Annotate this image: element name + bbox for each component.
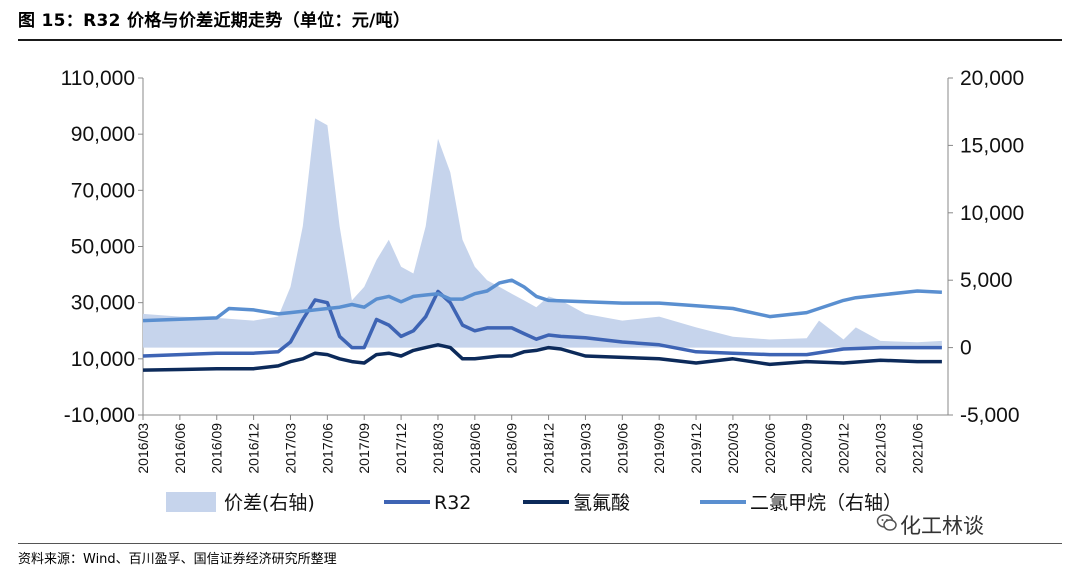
x-tick-label: 2017/03	[282, 423, 298, 474]
left-tick-label: 10,000	[71, 348, 135, 371]
x-tick-label: 2019/09	[651, 423, 667, 474]
x-tick-label: 2019/03	[577, 423, 593, 474]
legend: 价差(右轴) R32 氢氟酸 二氯甲烷（右轴）	[166, 492, 902, 514]
x-tick-label: 2016/03	[135, 423, 151, 474]
tick-label-layer: 110,000 90,000 70,000 50,000 30,000 10,000 -10…	[61, 67, 1025, 474]
footer-divider	[18, 543, 1062, 544]
x-tick-label: 2018/09	[504, 423, 520, 474]
spread-area-layer	[143, 118, 942, 348]
wechat-icon	[876, 514, 897, 531]
watermark: 化工林谈	[900, 514, 984, 538]
title-divider	[18, 39, 1062, 41]
x-tick-label: 2020/03	[725, 423, 741, 474]
chart-area: 110,000 90,000 70,000 50,000 30,000 10,000 -10…	[61, 67, 1025, 514]
left-tick-label: 110,000	[61, 67, 135, 90]
left-tick-label: -10,000	[64, 404, 135, 427]
x-tick-label: 2021/06	[909, 423, 925, 474]
x-tick-label: 2016/06	[172, 423, 188, 474]
x-tick-label: 2021/03	[872, 423, 888, 474]
x-tick-label: 2017/09	[356, 423, 372, 474]
x-tick-label: 2018/03	[430, 423, 446, 474]
right-tick-label: 15,000	[960, 134, 1024, 157]
left-tick-label: 90,000	[71, 123, 135, 146]
legend-label: 二氯甲烷（右轴）	[750, 492, 902, 514]
x-tick-label: 2016/12	[246, 423, 262, 474]
chart-title: 图 15：R32 价格与价差近期走势（单位：元/吨）	[18, 11, 411, 31]
x-tick-label: 2016/09	[209, 423, 225, 474]
legend-label: 氢氟酸	[573, 492, 630, 514]
right-tick-label: -5,000	[960, 404, 1020, 427]
x-tick-label: 2020/12	[836, 423, 852, 474]
x-tick-label: 2020/09	[799, 423, 815, 474]
x-tick-label: 2020/06	[762, 423, 778, 474]
x-tick-label: 2018/06	[467, 423, 483, 474]
left-tick-label: 30,000	[71, 292, 135, 315]
line-layer	[142, 278, 942, 372]
left-tick-label: 70,000	[71, 179, 135, 202]
x-tick-label: 2019/12	[688, 423, 704, 474]
spread-area	[143, 118, 942, 348]
x-tick-label: 2017/06	[319, 423, 335, 474]
series-line-r32	[142, 289, 942, 358]
right-tick-label: 0	[960, 337, 972, 360]
legend-swatch-spread	[166, 492, 216, 512]
series-line-dcm	[142, 278, 942, 323]
x-tick-label: 2017/12	[393, 423, 409, 474]
left-tick-label: 50,000	[71, 236, 135, 259]
right-tick-label: 10,000	[960, 202, 1024, 225]
right-tick-label: 5,000	[960, 269, 1013, 292]
source-note: 资料来源：Wind、百川盈孚、国信证券经济研究所整理	[18, 552, 337, 567]
x-tick-label: 2019/06	[614, 423, 630, 474]
x-tick-label: 2018/12	[541, 423, 557, 474]
series-line-hf	[142, 343, 942, 372]
axes-layer	[138, 77, 953, 420]
legend-label: R32	[434, 492, 471, 514]
legend-label: 价差(右轴)	[224, 492, 315, 514]
right-tick-label: 20,000	[960, 67, 1024, 90]
